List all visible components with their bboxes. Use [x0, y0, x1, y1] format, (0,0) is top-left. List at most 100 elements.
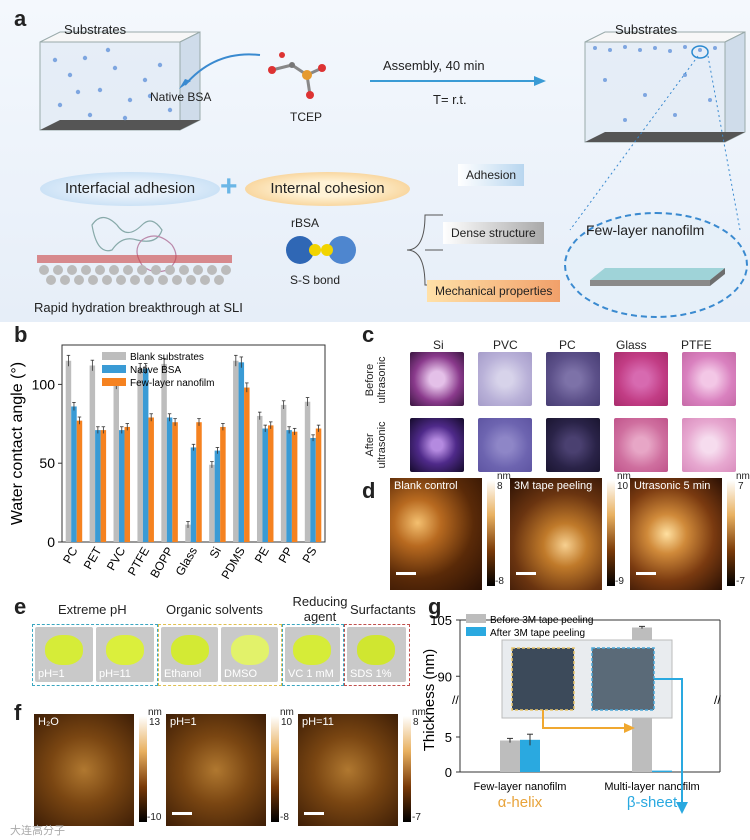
photo-after-glass: [614, 418, 668, 472]
reducing-line-2: agent: [303, 609, 337, 624]
bar-few-layer-nanofilm-pc: [76, 420, 83, 542]
x-tick-label: Si: [207, 545, 224, 561]
legend-swatch: [102, 365, 126, 373]
photo-label-ethanol: Ethanol: [164, 668, 202, 680]
panel-f-label: f: [14, 700, 22, 725]
cbar-max: 8: [413, 717, 419, 728]
col-ptfe: PTFE: [681, 338, 712, 352]
bar-native-bsa-ps: [310, 437, 316, 542]
bar-blank-substrates-pp: [280, 404, 287, 542]
bar-few-layer-nanofilm-bopp: [172, 422, 178, 542]
scale-bar: [172, 812, 192, 815]
bar-before-3m-tape-peeling-0: [500, 740, 520, 772]
bar-blank-substrates-pvc: [113, 384, 120, 542]
afm-ultrasonic-title: Utrasonic 5 min: [634, 480, 711, 492]
photo-label-sds: SDS 1%: [350, 668, 392, 680]
zoom-lines: [569, 55, 741, 231]
substrates-left-label: Substrates: [64, 22, 127, 37]
plus-icon: +: [220, 170, 238, 203]
afm-ultrasonic: [630, 478, 722, 590]
bar-native-bsa-pdms: [238, 362, 245, 542]
bar-native-bsa-ptfe: [142, 368, 149, 542]
row-after-2: ultrasonic: [376, 421, 388, 469]
photo-vc: [285, 627, 340, 682]
photo-sds: [347, 627, 406, 682]
x-tick-label: PVC: [104, 544, 129, 573]
afm-h2o: [34, 714, 134, 826]
afm-ph1-title: pH=1: [170, 716, 197, 728]
bar-native-bsa-pc: [71, 406, 77, 542]
bar-few-layer-nanofilm-pdms: [244, 387, 250, 542]
bar-few-layer-nanofilm-ptfe: [148, 417, 154, 542]
x-tick-label: PET: [81, 544, 105, 572]
colorbar-f3: [403, 716, 411, 822]
bar-blank-substrates-glass: [185, 524, 191, 542]
cbar-min: -7: [412, 812, 421, 823]
photo-before-pc: [546, 352, 600, 406]
x-tick-label: BOPP: [147, 545, 176, 581]
x-tick-label: Glass: [173, 545, 200, 579]
scale-bar: [304, 812, 324, 815]
colorbar-d3: [727, 480, 735, 586]
cbar-max: 7: [738, 481, 744, 492]
scale-bar: [396, 572, 416, 575]
interfacial-adhesion-bubble: Interfacial adhesion: [40, 172, 220, 206]
reducing-line-1: Reducing: [292, 594, 348, 609]
cbar-unit: nm: [280, 707, 294, 718]
rapid-hydration-label: Rapid hydration breakthrough at SLI: [34, 300, 243, 315]
x-tick-label: PDMS: [218, 545, 247, 582]
cbar-min: -8: [495, 576, 504, 587]
native-bsa-label: Native BSA: [150, 90, 212, 104]
legend-entry: Few-layer nanofilm: [130, 378, 214, 389]
photo-after-si: [410, 418, 464, 472]
x-tick-label: Few-layer nanofilm: [474, 781, 567, 793]
axis-break-icon: //: [714, 693, 721, 707]
legend-entry: Native BSA: [130, 365, 181, 376]
y-tick-label: 0: [445, 765, 452, 780]
row-after-label: After ultrasonic: [364, 415, 388, 475]
rbsa-label: rBSA: [291, 216, 320, 230]
col-si: Si: [433, 338, 444, 352]
col-pc: PC: [559, 338, 576, 352]
bar-blank-substrates-pe: [256, 415, 263, 542]
bar-native-bsa-pvc: [119, 430, 125, 542]
y-tick-label: 5: [445, 730, 452, 745]
cbar-min: -8: [280, 812, 289, 823]
x-tick-label: PC: [60, 544, 81, 566]
cbar-unit: nm: [736, 471, 750, 482]
mechanical-properties-tag: Mechanical properties: [427, 280, 561, 302]
bar-native-bsa-pp: [286, 430, 292, 542]
watermark: 大连高分子: [10, 825, 65, 837]
scale-bar: [516, 572, 536, 575]
cbar-min: -9: [615, 576, 624, 587]
ss-bond-label: S-S bond: [290, 273, 341, 287]
few-layer-nanofilm-label: Few-layer nanofilm: [586, 222, 705, 238]
photo-label-dmso: DMSO: [224, 668, 257, 680]
legend-entry: After 3M tape peeling: [490, 628, 585, 639]
afm-ph11: [298, 714, 398, 826]
photo-label-vc: VC 1 mM: [288, 668, 334, 680]
box-reducing: [282, 624, 344, 686]
photo-after-ptfe: [682, 418, 736, 472]
col-glass: Glass: [616, 338, 647, 352]
cbar-unit: nm: [617, 471, 631, 482]
afm-ph11-title: pH=11: [302, 716, 334, 728]
x-sublabel: α-helix: [498, 794, 543, 811]
tcep-label: TCEP: [290, 110, 323, 124]
substrate-box-right: [584, 31, 746, 143]
afm-tape-title: 3M tape peeling: [514, 480, 593, 492]
row-before-1: Before: [364, 363, 376, 397]
row-before-2: ultrasonic: [376, 356, 388, 404]
assembly-label: Assembly, 40 min: [383, 58, 485, 73]
group-reducing-agent: Reducing agent: [290, 594, 350, 624]
inset-multi-layer-sample: [591, 647, 655, 711]
bar-native-bsa-pet: [95, 430, 101, 542]
group-surfactants: Surfactants: [350, 602, 416, 617]
bar-few-layer-nanofilm-ps: [315, 428, 322, 542]
photo-ethanol: [161, 627, 218, 682]
col-pvc: PVC: [493, 338, 518, 352]
colorbar-f2: [271, 716, 279, 822]
bar-few-layer-nanofilm-si: [220, 426, 226, 542]
bar-native-bsa-pe: [262, 428, 268, 542]
legend-entry: Blank substrates: [130, 352, 204, 363]
